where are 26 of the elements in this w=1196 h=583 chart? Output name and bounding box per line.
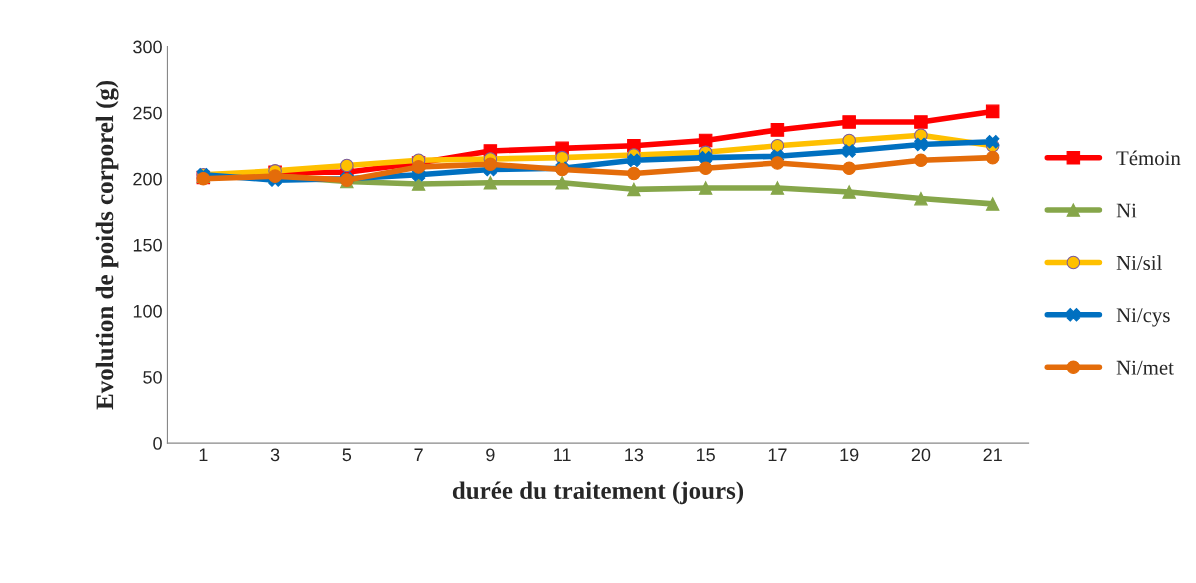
y-tick-label: 100	[133, 304, 162, 318]
x-tick-label: 3	[270, 448, 280, 462]
legend-label: Ni	[1116, 203, 1137, 218]
legend-label: Témoin	[1116, 150, 1181, 166]
y-tick-label: 0	[153, 437, 162, 450]
y-tick-label: 200	[133, 172, 162, 186]
legend-label: Ni/cys	[1116, 308, 1170, 327]
y-tick-label: 250	[133, 106, 162, 120]
y-tick-label: 150	[133, 238, 162, 252]
x-tick-label: 7	[414, 448, 423, 462]
x-tick-label: 1	[199, 448, 208, 462]
x-tick-label: 17	[768, 448, 787, 462]
x-tick-label: 5	[342, 448, 352, 462]
y-axis-title: Evolution de poids corporel (g)	[95, 80, 119, 410]
x-tick-label: 13	[625, 448, 644, 462]
x-axis-title: durée du traitement (jours)	[452, 481, 744, 505]
y-tick-label: 300	[133, 40, 162, 54]
legend-label: Ni/sil	[1116, 255, 1162, 270]
x-tick-label: 20	[911, 448, 931, 462]
x-tick-label: 21	[983, 448, 1002, 462]
x-tick-label: 11	[554, 448, 571, 462]
x-tick-label: 9	[486, 448, 495, 462]
x-tick-label: 19	[840, 448, 859, 462]
y-tick-label: 50	[143, 370, 162, 384]
x-tick-label: 15	[696, 448, 715, 462]
legend-label: Ni/met	[1116, 360, 1174, 375]
